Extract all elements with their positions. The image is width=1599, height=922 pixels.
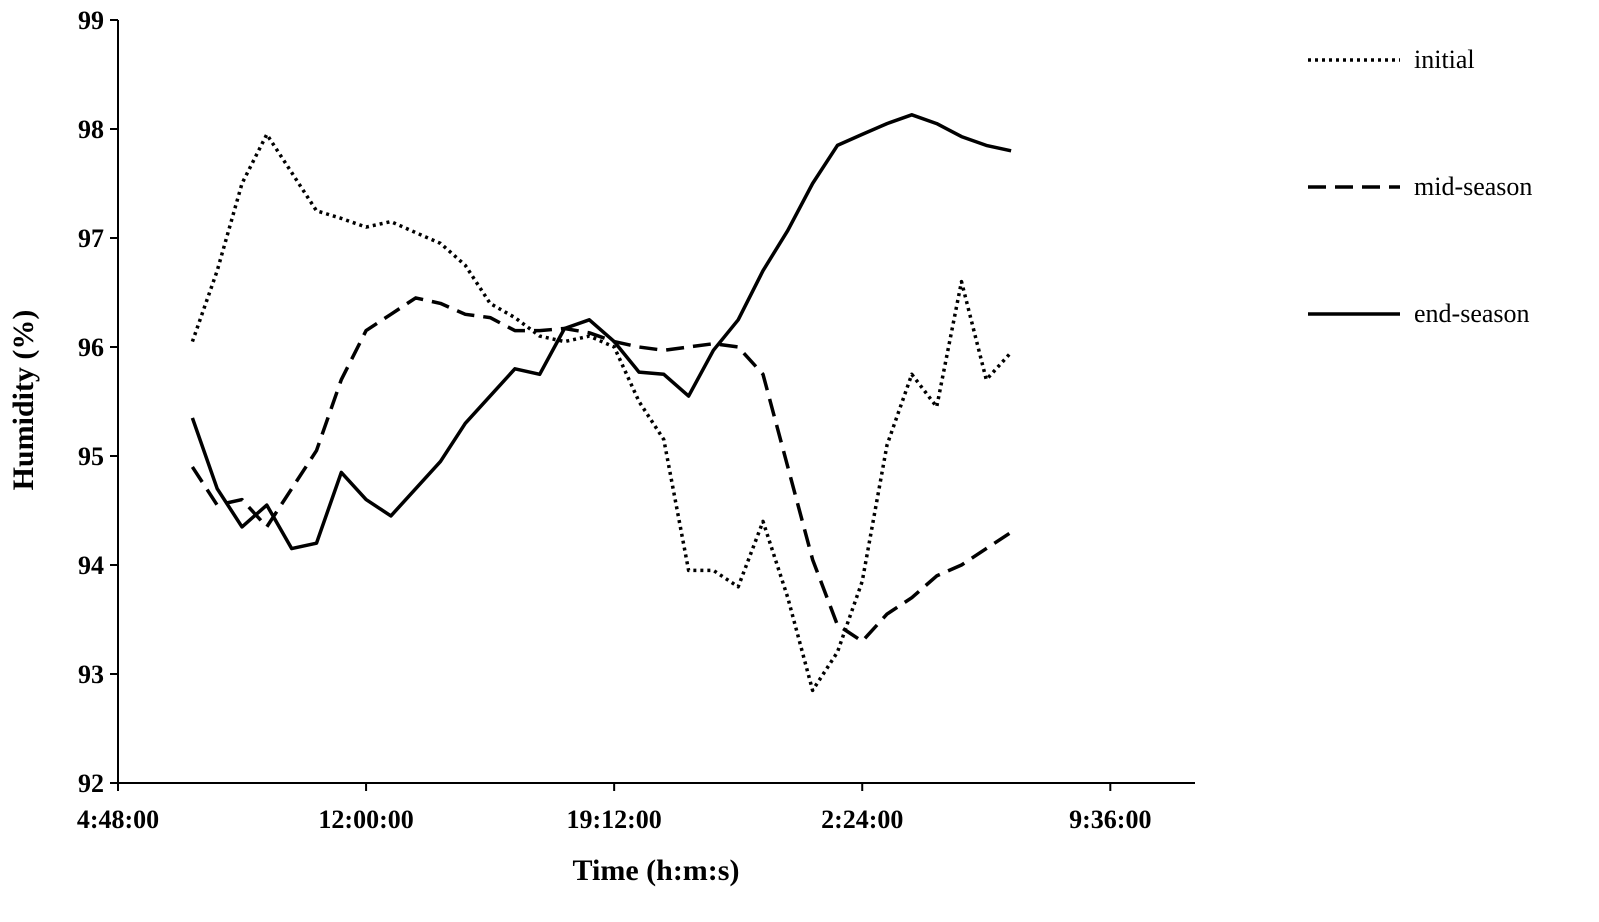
y-tick-label: 99 <box>78 6 104 35</box>
y-tick-label: 98 <box>78 115 104 144</box>
legend-label: end-season <box>1414 299 1530 328</box>
legend-label: mid-season <box>1414 172 1532 201</box>
y-tick-label: 96 <box>78 333 104 362</box>
x-axis-title: Time (h:m:s) <box>573 854 740 887</box>
series-line <box>190 132 1013 693</box>
y-tick-label: 95 <box>78 442 104 471</box>
x-tick-label: 9:36:00 <box>1069 805 1151 834</box>
y-axis-title: Humidity (%) <box>7 310 40 491</box>
y-tick-label: 97 <box>78 224 104 253</box>
x-tick-label: 4:48:00 <box>77 805 159 834</box>
series-line <box>190 113 1012 551</box>
y-tick-label: 92 <box>78 769 104 798</box>
series-line <box>190 296 1013 644</box>
x-tick-label: 2:24:00 <box>821 805 903 834</box>
y-tick-label: 93 <box>78 660 104 689</box>
x-tick-label: 19:12:00 <box>566 805 661 834</box>
x-tick-label: 12:00:00 <box>318 805 413 834</box>
legend-label: initial <box>1414 45 1475 74</box>
y-tick-label: 94 <box>78 551 104 580</box>
